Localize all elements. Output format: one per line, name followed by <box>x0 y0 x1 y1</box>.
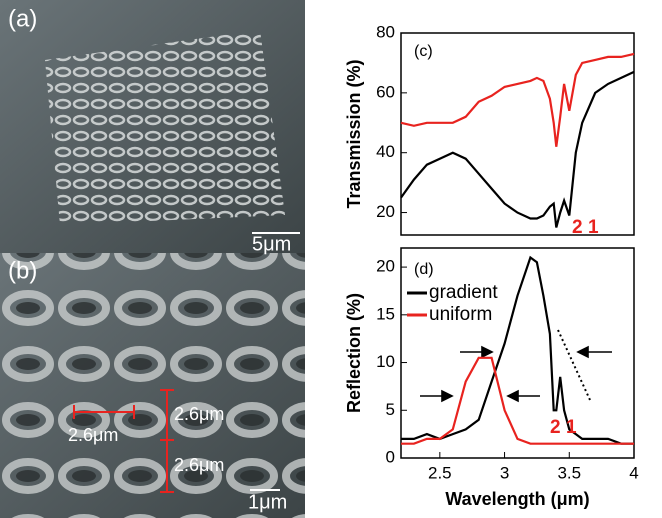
y-tick-label: 15 <box>376 304 395 323</box>
y-axis-label: Transmission (%) <box>344 59 364 208</box>
plot-frame <box>401 248 634 458</box>
scale-label: 1μm <box>248 491 287 513</box>
annotation: 2 <box>572 217 583 238</box>
dimension-label: 2.6μm <box>174 455 224 475</box>
y-tick-label: 20 <box>376 202 395 221</box>
lattice <box>0 253 305 518</box>
series-line <box>401 54 634 147</box>
y-tick-label: 20 <box>376 257 395 276</box>
panel-label: (d) <box>414 261 434 278</box>
y-tick-label: 10 <box>376 352 395 371</box>
panel-label: (b) <box>8 257 37 284</box>
x-tick-label: 2.5 <box>428 463 452 482</box>
plot-frame <box>401 33 634 235</box>
dimension-label: 2.6μm <box>174 404 224 424</box>
x-axis-label: Wavelength (μm) <box>445 489 589 509</box>
y-tick-label: 40 <box>376 142 395 161</box>
x-tick-label: 3 <box>500 463 509 482</box>
legend-label: gradient <box>429 282 498 303</box>
lattice <box>45 30 285 225</box>
panel-label: (a) <box>8 5 37 32</box>
arrows <box>420 347 612 401</box>
series-line <box>401 72 634 228</box>
dimension-label: 2.6μm <box>68 425 118 445</box>
annotation: 2 <box>550 417 561 438</box>
dotted-guide <box>558 330 590 400</box>
x-tick-label: 4 <box>629 463 638 482</box>
y-tick-label: 5 <box>386 400 395 419</box>
y-axis-label: Reflection (%) <box>344 293 364 413</box>
annotation: 1 <box>588 217 599 238</box>
y-tick-label: 80 <box>376 22 395 41</box>
y-tick-label: 60 <box>376 82 395 101</box>
y-tick-label: 0 <box>386 447 395 466</box>
annotation: 1 <box>566 417 577 438</box>
legend-label: uniform <box>429 304 492 325</box>
panel-label: (c) <box>414 43 433 60</box>
x-tick-label: 3.5 <box>557 463 581 482</box>
scale-label: 5μm <box>252 233 291 255</box>
figure: (a) 5μm (b) 1μm 2.6μm 2.6μm 2.6μm 204060… <box>0 0 662 518</box>
